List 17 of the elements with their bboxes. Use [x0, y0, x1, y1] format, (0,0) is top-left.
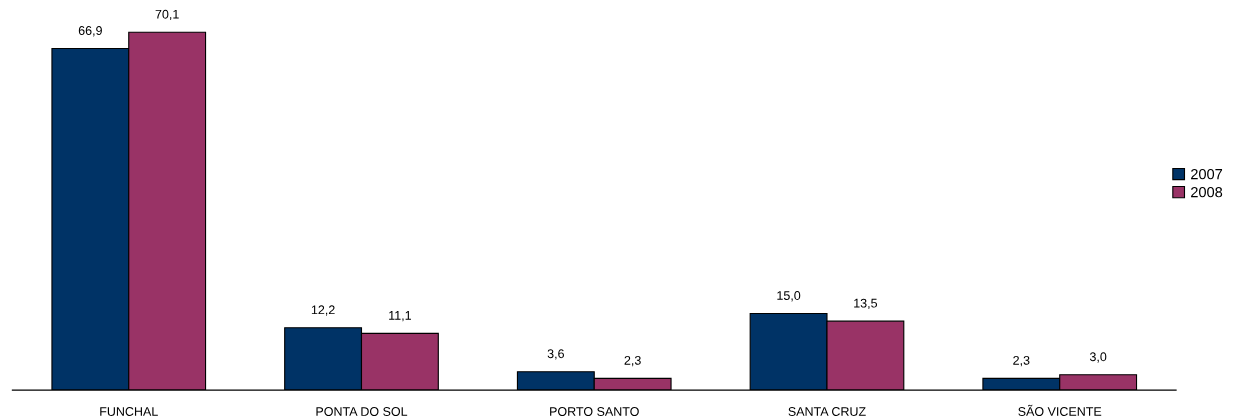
data-label: 11,1 — [389, 311, 411, 322]
x-tick-label: PORTO SANTO — [550, 407, 639, 416]
data-label: 66,9 — [78, 26, 102, 37]
data-label: 3,0 — [1089, 352, 1107, 363]
data-label: 2,3 — [624, 355, 641, 367]
data-label: 2,3 — [1013, 355, 1030, 367]
x-tick-label: FUNCHAL — [100, 407, 158, 416]
x-tick-label: SÃO VICENTE — [1018, 404, 1102, 416]
x-tick-label: SANTA CRUZ — [788, 407, 866, 416]
data-label: 15,0 — [777, 291, 801, 302]
data-label: 12,2 — [311, 305, 335, 316]
data-label: 70,1 — [155, 9, 179, 21]
legend-label: 2008 — [1191, 187, 1223, 198]
legend-label: 2007 — [1191, 168, 1223, 180]
x-tick-label: PONTA DO SOL — [316, 407, 408, 416]
data-label: 3,6 — [547, 349, 564, 360]
data-label: 13,5 — [854, 298, 878, 310]
